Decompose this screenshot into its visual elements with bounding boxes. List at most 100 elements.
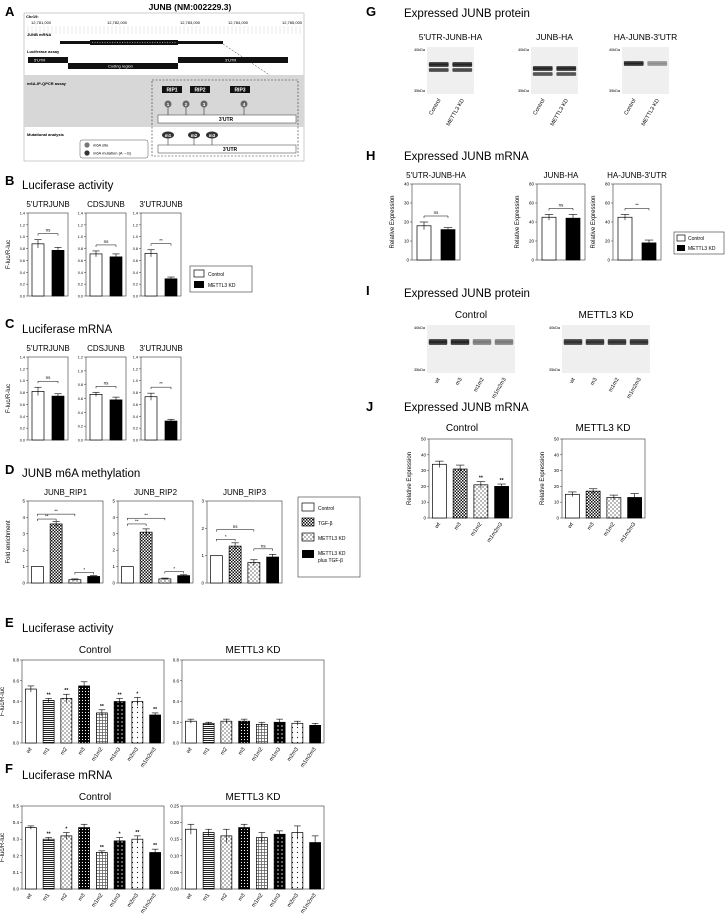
bar: [164, 420, 178, 441]
y-tick-label: 0.0: [173, 741, 180, 746]
bar: [220, 835, 233, 890]
chart-title: JUNB_RIP2: [134, 488, 178, 497]
y-tick-label: 0.0: [20, 295, 25, 299]
y-tick-label: 0.10: [170, 853, 179, 858]
blot-band: [585, 339, 605, 345]
coding-label: Coding region: [108, 64, 133, 69]
y-tick-label: 0.0: [78, 439, 83, 443]
bar: [565, 217, 581, 261]
bar: [25, 827, 37, 890]
x-tick-label: m1m2m3: [140, 747, 158, 769]
y-tick-label: 30: [421, 468, 427, 473]
y-tick-label: 0.2: [13, 720, 20, 725]
significance-star: **: [100, 704, 104, 710]
significance-bracket: [37, 233, 59, 236]
y-tick-label: 0.8: [78, 247, 83, 251]
bar: [256, 837, 268, 890]
x-tick-label: wt: [566, 521, 575, 530]
y-tick-label: 0.25: [170, 804, 179, 809]
significance-label: **: [54, 509, 58, 514]
y-tick-label: 1.2: [20, 367, 25, 371]
bar: [144, 396, 158, 441]
utr5-label: 5'UTR: [34, 58, 45, 63]
mw-marker: 35kDa: [414, 89, 426, 93]
bar: [266, 556, 279, 584]
significance-bracket: [127, 517, 166, 521]
y-tick-label: 1.2: [78, 223, 83, 227]
x-tick-label: m1m2: [251, 747, 265, 763]
y-tick-label: 10: [404, 239, 410, 244]
track-m6a-label: m6A-IP-QPCR assay: [27, 81, 67, 86]
x-tick-label: m1m3: [109, 893, 123, 909]
blot-band: [532, 66, 553, 71]
significance-star: *: [136, 691, 138, 697]
chart-title: 3'UTRJUNB: [139, 344, 182, 353]
lane-label: wt: [433, 377, 442, 386]
x-tick-label: wt: [25, 892, 34, 901]
mutation-marker: [162, 131, 174, 139]
y-tick-label: 0.2: [20, 283, 25, 287]
y-tick-label: 0.6: [133, 259, 138, 263]
bar: [131, 701, 144, 744]
y-tick-label: 0: [423, 516, 426, 521]
y-tick-label: 0: [556, 516, 559, 521]
chart-title: 5'UTRJUNB: [26, 344, 69, 353]
blot-band: [428, 339, 448, 345]
bar: [256, 723, 268, 744]
lane-label: Control: [623, 98, 637, 116]
y-tick-label: 0.5: [13, 804, 20, 809]
chr-label: Chr19:: [26, 14, 39, 19]
panel-letter: D: [5, 462, 14, 477]
mw-marker: 35kDa: [414, 368, 426, 372]
blot-title: 5'UTR-JUNB-HA: [419, 32, 483, 42]
bar: [109, 399, 123, 441]
y-tick-label: 1.2: [133, 223, 138, 227]
legend-site-label: m6A site: [93, 143, 109, 148]
y-tick-label: 1: [22, 564, 25, 569]
significance-bracket: [74, 572, 94, 575]
lane-label: m1m2m3: [626, 377, 643, 400]
x-tick-label: m3: [237, 747, 246, 757]
blot-title: HA-JUNB-3'UTR: [614, 32, 677, 42]
y-tick-label: 60: [605, 201, 611, 206]
y-tick-label: 0.2: [133, 283, 138, 287]
legend-swatch-control: [676, 234, 686, 242]
y-tick-label: 4: [112, 515, 115, 520]
mw-marker: 35kDa: [549, 368, 561, 372]
significance-bracket: [95, 386, 117, 389]
y-tick-label: 5: [112, 499, 115, 504]
bar: [131, 838, 144, 890]
panel-title: Luciferase mRNA: [22, 770, 112, 782]
site-label: 3: [203, 102, 206, 107]
x-tick-label: wt: [25, 746, 34, 755]
x-tick-label: m2m3: [126, 893, 140, 909]
mw-marker: 40kDa: [414, 48, 426, 52]
bar: [42, 838, 55, 890]
x-tick-label: m1m2: [91, 747, 105, 763]
y-tick-label: 0.8: [133, 391, 138, 395]
site-marker: [200, 100, 208, 108]
y-axis-label: Fold enrichment: [6, 520, 12, 563]
blot-band: [472, 339, 492, 345]
x-tick-label: m1m3: [269, 747, 283, 763]
site-label: 2: [185, 102, 188, 107]
blot-title: Control: [455, 310, 487, 321]
y-tick-label: 0.0: [13, 887, 20, 892]
coord-label: 12,784,000: [228, 20, 249, 25]
y-tick-label: 20: [404, 220, 410, 225]
bar: [51, 250, 65, 297]
coord-label: 12,781,000: [31, 20, 52, 25]
x-tick-label: m3: [77, 893, 86, 903]
bar: [49, 523, 63, 584]
panel-title: Expressed JUNB protein: [404, 8, 530, 20]
coord-label: 12,783,000: [180, 20, 201, 25]
blot-band: [450, 339, 470, 345]
gene-title: JUNB (NM:002229.3): [149, 2, 232, 12]
mutation-label: m3: [209, 133, 216, 138]
x-tick-label: m2m3: [126, 747, 140, 763]
significance-label: **: [159, 381, 163, 386]
panel-title: Expressed JUNB mRNA: [404, 151, 529, 163]
track-luc-label: Luciferase assay: [27, 49, 60, 54]
y-tick-label: 0.0: [78, 295, 83, 299]
y-tick-label: 1.4: [133, 356, 138, 360]
